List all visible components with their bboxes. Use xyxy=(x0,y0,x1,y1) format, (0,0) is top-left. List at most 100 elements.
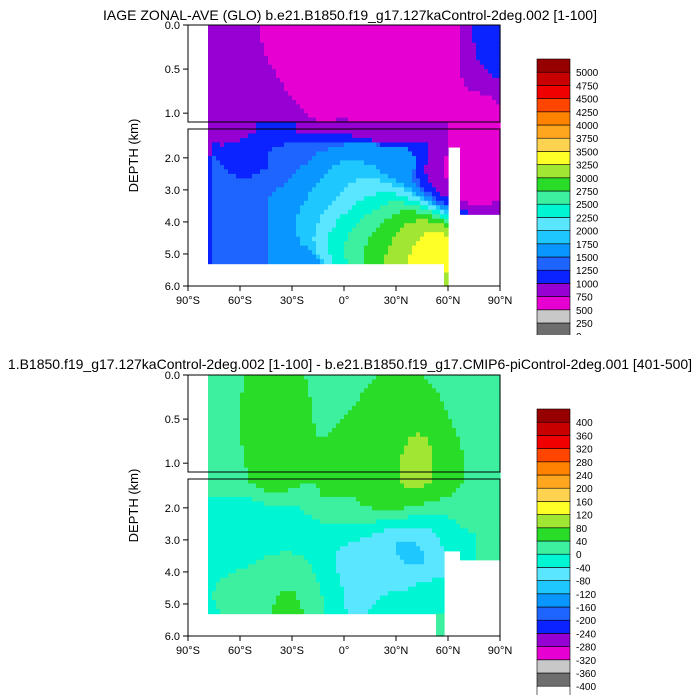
heatmap-cell xyxy=(460,69,465,75)
heatmap-cell xyxy=(364,146,369,153)
heatmap-cell xyxy=(460,55,465,61)
heatmap-cell xyxy=(232,214,237,220)
heatmap-cell xyxy=(396,25,401,31)
heatmap-cell xyxy=(396,218,401,224)
heatmap-cell xyxy=(476,38,481,44)
heatmap-cell xyxy=(224,532,229,538)
heatmap-cell xyxy=(448,82,453,88)
heatmap-cell xyxy=(344,232,349,238)
heatmap-cell xyxy=(348,205,353,211)
heatmap-cell xyxy=(268,405,273,411)
heatmap-cell xyxy=(280,483,285,489)
heatmap-cell xyxy=(288,559,293,565)
heatmap-cell xyxy=(212,427,217,433)
heatmap-cell xyxy=(400,241,405,247)
heatmap-cell xyxy=(284,25,289,31)
heatmap-cell xyxy=(272,191,277,197)
heatmap-cell xyxy=(488,142,493,148)
heatmap-cell xyxy=(340,232,345,238)
heatmap-cell xyxy=(432,55,437,61)
heatmap-cell xyxy=(244,541,249,547)
heatmap-cell xyxy=(252,555,257,561)
heatmap-cell xyxy=(440,77,445,83)
heatmap-cell xyxy=(396,214,401,220)
heatmap-cell xyxy=(300,388,305,394)
heatmap-cell xyxy=(288,133,293,139)
heatmap-cell xyxy=(348,214,353,220)
heatmap-cell xyxy=(232,69,237,75)
heatmap-cell xyxy=(260,564,265,570)
heatmap-cell xyxy=(216,196,221,202)
heatmap-cell xyxy=(268,33,273,39)
heatmap-cell xyxy=(252,537,257,543)
heatmap-cell xyxy=(248,146,253,153)
heatmap-cell xyxy=(472,25,477,31)
heatmap-cell xyxy=(352,151,357,157)
heatmap-cell xyxy=(364,33,369,39)
heatmap-cell xyxy=(208,501,213,507)
heatmap-cell xyxy=(220,55,225,61)
heatmap-cell xyxy=(224,173,229,179)
heatmap-cell xyxy=(280,191,285,197)
heatmap-cell xyxy=(212,510,217,516)
heatmap-cell xyxy=(352,218,357,224)
heatmap-cell xyxy=(228,414,233,420)
heatmap-cell xyxy=(376,69,381,75)
heatmap-cell xyxy=(352,182,357,188)
heatmap-cell xyxy=(420,245,425,251)
heatmap-cell xyxy=(292,254,297,260)
heatmap-cell xyxy=(324,259,329,265)
heatmap-cell xyxy=(316,95,321,101)
heatmap-cell xyxy=(456,108,461,114)
heatmap-cell xyxy=(488,205,493,211)
heatmap-cell xyxy=(420,164,425,170)
heatmap-cell xyxy=(372,25,377,31)
heatmap-cell xyxy=(208,250,213,256)
heatmap-cell xyxy=(368,245,373,251)
heatmap-cell xyxy=(228,401,233,407)
heatmap-cell xyxy=(324,25,329,31)
heatmap-cell xyxy=(244,55,249,61)
heatmap-cell xyxy=(268,595,273,601)
heatmap-cell xyxy=(228,528,233,534)
heatmap-cell xyxy=(244,496,249,503)
heatmap-cell xyxy=(208,223,213,229)
heatmap-cell xyxy=(428,47,433,53)
heatmap-cell xyxy=(220,582,225,588)
heatmap-cell xyxy=(288,472,293,485)
heatmap-cell xyxy=(308,42,313,48)
heatmap-cell xyxy=(208,528,213,534)
heatmap-cell xyxy=(348,241,353,247)
heatmap-cell xyxy=(284,82,289,88)
heatmap-cell xyxy=(256,142,261,148)
heatmap-cell xyxy=(384,250,389,256)
heatmap-cell xyxy=(232,532,237,538)
heatmap-cell xyxy=(436,99,441,105)
heatmap-cell xyxy=(428,169,433,175)
heatmap-cell xyxy=(420,250,425,256)
heatmap-cell xyxy=(340,142,345,148)
heatmap-cell xyxy=(260,133,265,139)
heatmap-cell xyxy=(212,410,217,416)
heatmap-cell xyxy=(304,69,309,75)
heatmap-cell xyxy=(468,33,473,39)
heatmap-cell xyxy=(356,245,361,251)
heatmap-cell xyxy=(336,99,341,105)
heatmap-cell xyxy=(268,254,273,260)
heatmap-cell xyxy=(372,259,377,265)
heatmap-cell xyxy=(252,151,257,157)
heatmap-cell xyxy=(316,42,321,48)
heatmap-cell xyxy=(284,463,289,469)
heatmap-cell xyxy=(284,47,289,53)
heatmap-cell xyxy=(332,77,337,83)
heatmap-cell xyxy=(400,250,405,256)
heatmap-cell xyxy=(304,245,309,251)
heatmap-cell xyxy=(292,55,297,61)
heatmap-cell xyxy=(416,259,421,265)
heatmap-cell xyxy=(224,214,229,220)
heatmap-cell xyxy=(312,99,317,105)
heatmap-cell xyxy=(256,64,261,70)
heatmap-cell xyxy=(360,142,365,148)
heatmap-cell xyxy=(428,86,433,92)
heatmap-cell xyxy=(244,568,249,574)
